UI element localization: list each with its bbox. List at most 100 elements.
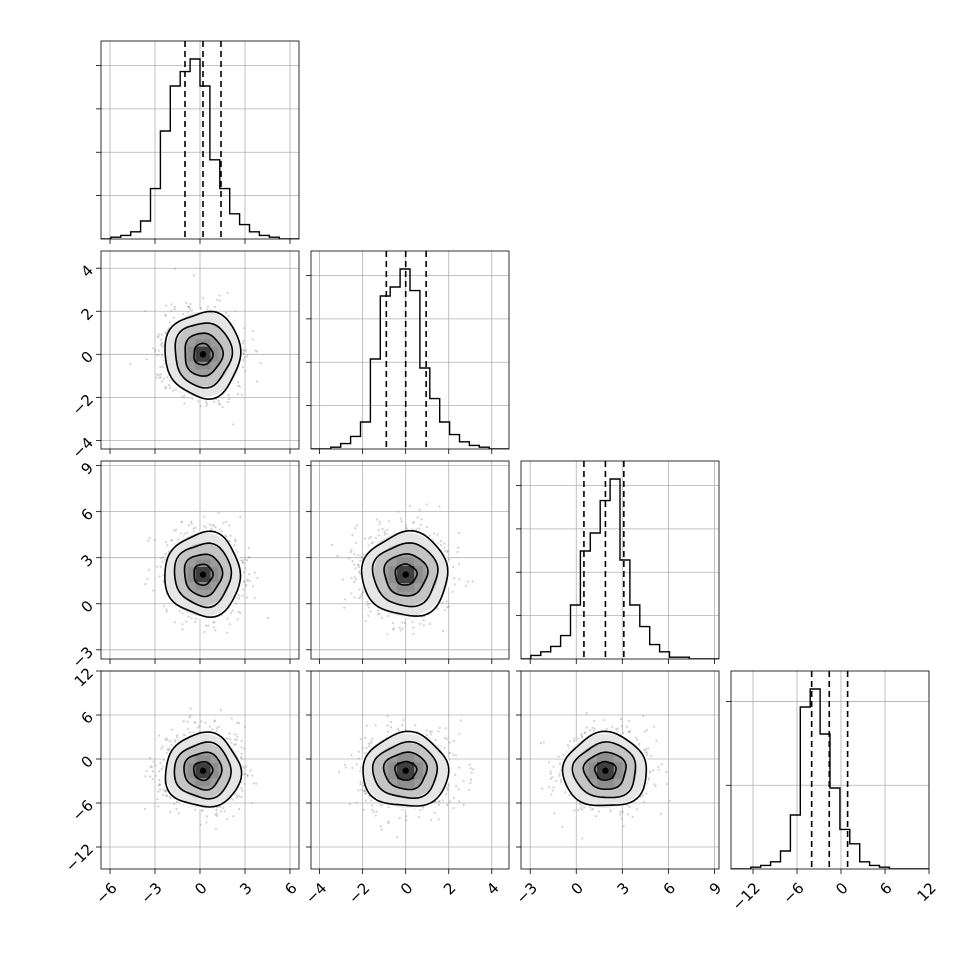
scatter-point [341, 578, 344, 581]
scatter-point [157, 349, 161, 352]
panel-frame [100, 460, 300, 660]
scatter-point [164, 541, 168, 544]
scatter-point [371, 804, 374, 807]
scatter-point [175, 528, 178, 531]
scatter-point [213, 720, 216, 723]
scatter-point [357, 789, 360, 792]
y-tick-label: 4 [78, 261, 97, 280]
density-cell [605, 770, 614, 780]
scatter-point [437, 818, 440, 821]
scatter-point [657, 765, 660, 768]
scatter-point [180, 521, 183, 524]
density-cell [613, 770, 623, 780]
scatter-point [186, 720, 189, 723]
scatter-point [242, 352, 245, 356]
scatter-point [542, 741, 545, 744]
scatter-point [578, 803, 582, 806]
scatter-point [441, 799, 445, 802]
scatter-point [213, 719, 217, 722]
scatter-point [203, 524, 206, 528]
scatter-point [215, 814, 219, 817]
scatter-point [387, 614, 390, 618]
y-tick-label: −6 [69, 796, 97, 824]
scatter-point [357, 566, 360, 569]
scatter-point [577, 808, 580, 812]
scatter-point [245, 765, 248, 768]
center-marker [199, 351, 207, 358]
scatter-point [444, 550, 447, 553]
density-cell [397, 557, 406, 566]
scatter-point [200, 720, 203, 723]
scatter-point [160, 747, 163, 750]
y-tick-label: −4 [69, 434, 97, 462]
density-cell [195, 574, 203, 583]
scatter-point [249, 769, 252, 772]
scatter-point [391, 621, 395, 625]
scatter-point [165, 304, 168, 307]
panel-frame [100, 670, 300, 870]
scatter-point [214, 827, 218, 830]
scatter-point [364, 736, 367, 739]
y-tick-label: 0 [78, 752, 97, 771]
scatter-point [452, 740, 456, 743]
scatter-point [255, 782, 258, 785]
scatter-point [430, 730, 433, 733]
scatter-point [243, 747, 246, 750]
scatter-point [234, 310, 237, 313]
scatter-point [146, 577, 149, 580]
scatter-point [240, 559, 243, 562]
scatter-point [359, 783, 362, 786]
density-cell [210, 567, 219, 575]
density-cell [597, 762, 606, 771]
scatter-point [619, 717, 623, 721]
scatter-point [456, 550, 459, 554]
scatter-point [573, 737, 576, 740]
density-cell [210, 354, 219, 362]
scatter-point [418, 508, 421, 512]
scatter-point [360, 788, 363, 791]
scatter-point [215, 730, 218, 733]
scatter-point [359, 737, 362, 741]
panel-grid [306, 251, 509, 454]
histogram-step-line [521, 478, 719, 659]
scatter-point [203, 515, 206, 518]
scatter-point [233, 544, 236, 547]
y-tick-label: 6 [78, 708, 97, 727]
panel-frame [520, 670, 720, 870]
scatter-point [159, 565, 163, 568]
scatter-point [227, 393, 230, 397]
scatter-point [354, 567, 357, 570]
scatter-point [248, 580, 252, 583]
scatter-point [164, 313, 167, 316]
scatter-point [159, 366, 162, 369]
scatter-point [159, 373, 162, 376]
scatter-point [438, 505, 441, 508]
scatter-point [660, 763, 663, 766]
scatter-point [367, 544, 370, 547]
scatter-point [246, 773, 249, 777]
scatter-point [152, 760, 155, 763]
scatter-point [240, 796, 243, 799]
scatter-point [456, 546, 460, 549]
scatter-point [185, 301, 188, 304]
scatter-point [212, 400, 216, 403]
scatter-point [573, 739, 576, 742]
scatter-point [215, 809, 218, 812]
scatter-point [240, 739, 243, 743]
scatter-point [355, 763, 358, 766]
scatter-point [443, 542, 446, 545]
scatter-point [246, 774, 249, 778]
scatter-point [242, 571, 246, 574]
scatter-point [253, 571, 256, 575]
scatter-point [236, 380, 240, 384]
scatter-point [159, 343, 163, 346]
scatter-point [665, 770, 668, 774]
scatter-point [402, 719, 405, 722]
scatter-point [452, 753, 455, 756]
scatter-point [244, 370, 247, 373]
scatter-point [224, 311, 228, 314]
scatter-point [549, 777, 552, 780]
scatter-point [143, 807, 146, 810]
x-tick-label: 0 [397, 879, 416, 898]
